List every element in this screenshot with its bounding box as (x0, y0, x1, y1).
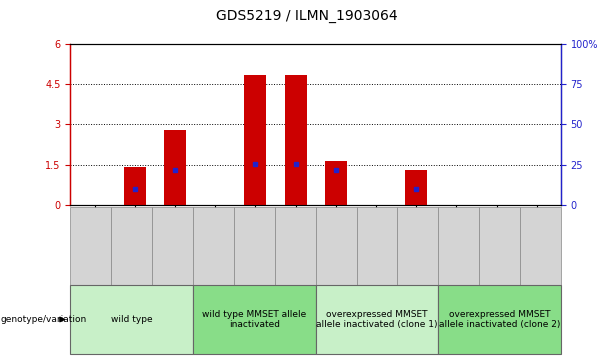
Bar (245, 74, 267, 205)
Bar (284, 74, 306, 205)
Bar (164, 130, 186, 205)
Bar (325, 161, 347, 205)
Bar (124, 167, 146, 205)
Text: genotype/variation: genotype/variation (1, 315, 87, 324)
Text: GDS5219 / ILMN_1903064: GDS5219 / ILMN_1903064 (216, 9, 397, 23)
Text: wild type MMSET allele
inactivated: wild type MMSET allele inactivated (202, 310, 306, 329)
Text: overexpressed MMSET
allele inactivated (clone 1): overexpressed MMSET allele inactivated (… (316, 310, 438, 329)
Text: wild type: wild type (111, 315, 153, 324)
Bar (405, 170, 427, 205)
Text: overexpressed MMSET
allele inactivated (clone 2): overexpressed MMSET allele inactivated (… (439, 310, 560, 329)
